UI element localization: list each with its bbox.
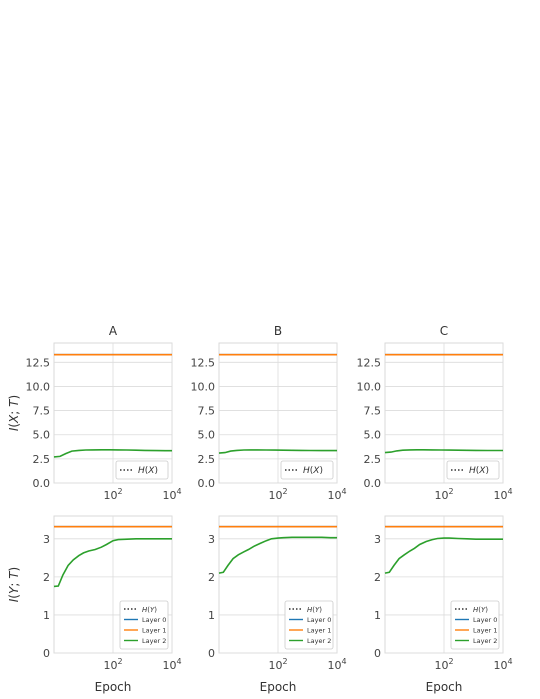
x-tick-label: 104 [493,657,512,672]
y-tick-label: 7.5 [364,405,382,418]
legend-label: Layer 0 [473,616,497,624]
legend-frame [119,600,169,650]
legend: H(X) [446,460,500,480]
panel-b-top: 0.0 2.5 5.0 7.5 10.0 12.5 102 104 B H(X) [191,324,347,502]
column-title: B [274,324,282,338]
legend-label: Layer 0 [307,616,331,624]
y-tick-label: 1 [374,609,381,622]
x-tick-label: 104 [162,487,181,502]
panel-a-top: 0.0 2.5 5.0 7.5 10.0 12.5 102 104 A I(X; T) H(X) [7,324,182,502]
x-tick-label: 104 [162,657,181,672]
legend-label: H(X) [469,466,489,476]
y-tick-label: 0 [374,647,381,660]
legend-label: Layer 0 [142,616,166,624]
y-tick-label: 12.5 [191,356,216,369]
legend-frame [450,600,500,650]
y-tick-label: 10.0 [191,380,216,393]
y-tick-label: 0 [208,647,215,660]
y-tick-label: 12.5 [357,356,382,369]
y-tick-label: 2 [374,571,381,584]
legend: H(Y) Layer 0 Layer 1 Layer 2 [284,600,334,650]
y-tick-label: 2.5 [198,453,216,466]
y-tick-label: 1 [43,609,50,622]
panel-c-top: 0.0 2.5 5.0 7.5 10.0 12.5 102 104 C H(X) [357,324,513,502]
legend-label: H(Y) [307,606,322,614]
panel-b-bottom: 0 1 2 3 102 104 Epoch H(Y) Layer 0 Layer 1 Layer 2 [208,515,347,694]
x-tick-label: 104 [327,657,346,672]
x-tick-label: 102 [268,487,287,502]
y-tick-label: 2.5 [364,453,382,466]
legend-frame [284,600,334,650]
series-layer-2 [384,537,503,574]
legend-label: Layer 2 [473,637,497,645]
y-tick-label: 10.0 [357,380,382,393]
legend: H(X) [280,460,334,480]
y-tick-label: 5.0 [33,429,51,442]
x-tick-label: 102 [103,657,122,672]
x-tick-label: 102 [103,487,122,502]
legend: H(Y) Layer 0 Layer 1 Layer 2 [119,600,169,650]
y-tick-label: 0 [43,647,50,660]
y-tick-label: 3 [374,533,381,546]
column-title: C [440,324,448,338]
legend-label: Layer 1 [473,627,497,635]
x-tick-label: 102 [434,657,453,672]
series-line-3 [384,448,503,454]
legend-label: H(X) [303,466,323,476]
y-tick-label: 7.5 [198,405,216,418]
legend-label: Layer 1 [307,627,331,635]
legend-label: Layer 2 [142,637,166,645]
y-tick-label: 0.0 [364,477,382,490]
legend: H(X) [115,460,169,480]
legend-label: H(Y) [473,606,488,614]
legend-frame [446,460,500,480]
series-line-3 [53,448,172,458]
y-tick-label: 12.5 [26,356,51,369]
x-tick-label: 102 [434,487,453,502]
x-axis-label: Epoch [260,680,297,694]
panel-c-bottom: 0 1 2 3 102 104 Epoch H(Y) Layer 0 Layer 1 Layer 2 [374,515,513,694]
y-tick-label: 5.0 [198,429,216,442]
y-tick-label: 1 [208,609,215,622]
legend-label: Layer 2 [307,637,331,645]
y-tick-label: 3 [43,533,50,546]
y-tick-label: 5.0 [364,429,382,442]
x-tick-label: 104 [493,487,512,502]
x-axis-label: Epoch [95,680,132,694]
series-line-3 [218,449,337,454]
legend-label: H(X) [138,466,158,476]
series-layer-2 [218,536,337,574]
y-tick-label: 10.0 [26,380,51,393]
y-axis-label: I(Y; T) [7,567,21,602]
y-tick-label: 0.0 [33,477,51,490]
legend: H(Y) Layer 0 Layer 1 Layer 2 [450,600,500,650]
x-tick-label: 104 [327,487,346,502]
y-axis-label: I(X; T) [7,395,21,431]
y-tick-label: 2 [43,571,50,584]
legend-frame [280,460,334,480]
x-tick-label: 102 [268,657,287,672]
legend-label: H(Y) [142,606,157,614]
panel-a-bottom: 0 1 2 3 102 104 I(Y; T) Epoch H(Y) Layer 0 Layer 1… [7,515,182,694]
legend-frame [115,460,169,480]
y-tick-label: 7.5 [33,405,51,418]
y-tick-label: 0.0 [198,477,216,490]
y-tick-label: 2 [208,571,215,584]
series-layer-2 [53,537,172,588]
x-axis-label: Epoch [426,680,463,694]
y-tick-label: 3 [208,533,215,546]
column-title: A [109,324,118,338]
y-tick-label: 2.5 [33,453,51,466]
legend-label: Layer 1 [142,627,166,635]
